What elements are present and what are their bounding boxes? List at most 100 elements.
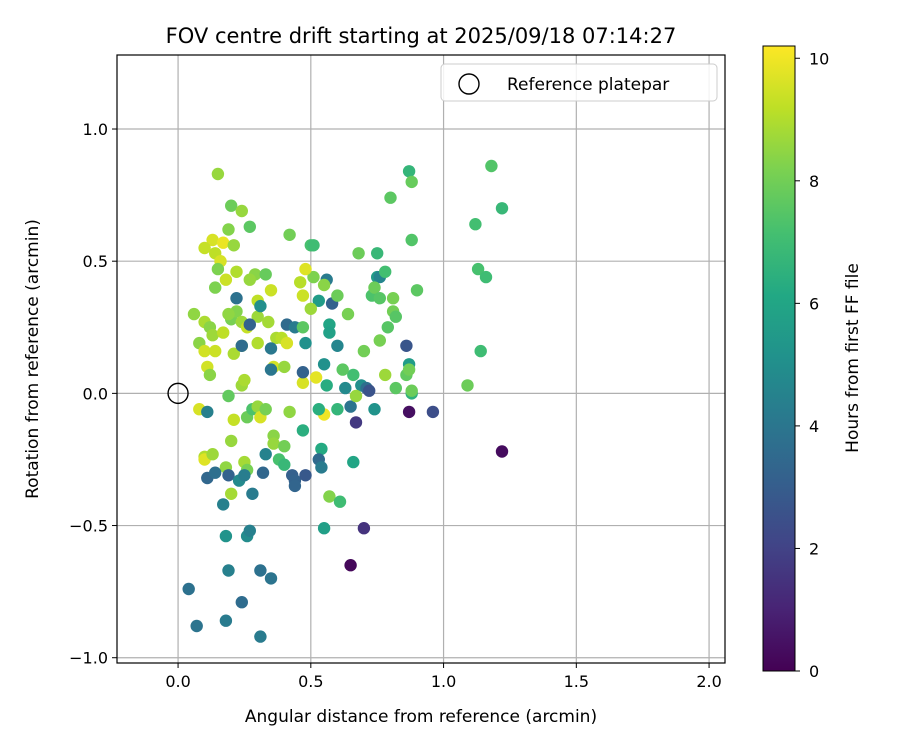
scatter-point bbox=[294, 276, 307, 289]
scatter-point bbox=[283, 405, 296, 419]
legend-entry-reference-platepar: Reference platepar bbox=[507, 75, 669, 95]
scatter-point bbox=[331, 339, 344, 352]
scatter-point bbox=[211, 167, 225, 181]
scatter-point bbox=[389, 381, 402, 395]
scatter-point bbox=[331, 289, 344, 302]
y-axis-label: Rotation from reference (arcmin) bbox=[23, 219, 43, 499]
scatter-point bbox=[280, 336, 294, 350]
scatter-point bbox=[264, 342, 278, 355]
scatter-point bbox=[296, 366, 310, 379]
scatter-point bbox=[315, 442, 328, 456]
scatter-point bbox=[307, 239, 320, 252]
scatter-point bbox=[485, 159, 498, 173]
scatter-point bbox=[246, 487, 259, 500]
scatter-point bbox=[315, 461, 328, 474]
scatter-point bbox=[474, 344, 487, 358]
scatter-point bbox=[283, 228, 296, 241]
scatter-point bbox=[251, 336, 264, 350]
scatter-point bbox=[299, 262, 312, 276]
y-tick-label: 0.0 bbox=[83, 384, 108, 403]
scatter-point bbox=[317, 358, 331, 371]
scatter-point bbox=[344, 559, 357, 572]
scatter-point bbox=[299, 336, 312, 350]
x-tick-label: 2.0 bbox=[696, 672, 721, 691]
scatter-point bbox=[381, 321, 394, 334]
scatter-point bbox=[251, 310, 264, 323]
scatter-point bbox=[469, 218, 482, 231]
scatter-point bbox=[264, 284, 278, 297]
scatter-point bbox=[368, 281, 381, 294]
scatter-point bbox=[267, 437, 280, 450]
scatter-point bbox=[471, 262, 485, 276]
scatter-point bbox=[495, 202, 509, 215]
scatter-point bbox=[331, 403, 344, 416]
scatter-point bbox=[259, 448, 272, 461]
scatter-point bbox=[217, 326, 230, 339]
scatter-point bbox=[278, 360, 291, 374]
scatter-point bbox=[363, 384, 376, 397]
scatter-point bbox=[259, 268, 272, 281]
scatter-point bbox=[278, 458, 291, 471]
colorbar-frame bbox=[762, 45, 796, 672]
scatter-point bbox=[264, 363, 278, 376]
scatter-point bbox=[243, 220, 256, 233]
scatter-point bbox=[222, 469, 235, 482]
x-tick-label: 1.0 bbox=[431, 672, 456, 691]
scatter-point bbox=[256, 466, 270, 479]
scatter-point bbox=[339, 381, 352, 395]
scatter-point bbox=[461, 379, 474, 392]
scatter-point bbox=[217, 236, 230, 249]
scatter-point bbox=[206, 233, 219, 247]
scatter-point bbox=[254, 564, 267, 577]
plot-frame bbox=[116, 54, 726, 664]
scatter-point bbox=[389, 310, 402, 323]
scatter-point bbox=[344, 400, 357, 413]
scatter-point bbox=[379, 265, 392, 278]
scatter-point bbox=[296, 376, 310, 389]
scatter-point bbox=[230, 292, 243, 305]
scatter-point bbox=[235, 339, 248, 352]
y-tick-label: −1.0 bbox=[69, 649, 108, 668]
scatter-point bbox=[198, 344, 211, 358]
scatter-point bbox=[243, 273, 256, 286]
legend-marker bbox=[458, 73, 480, 95]
scatter-point bbox=[211, 262, 225, 276]
scatter-point bbox=[296, 289, 310, 302]
scatter-point bbox=[347, 368, 360, 382]
scatter-point bbox=[243, 318, 256, 331]
scatter-point bbox=[201, 405, 214, 419]
scatter-point bbox=[259, 403, 272, 416]
scatter-point bbox=[426, 405, 440, 419]
scatter-point bbox=[206, 448, 219, 461]
scatter-point bbox=[317, 522, 331, 535]
legend: Reference platepar bbox=[440, 63, 718, 102]
scatter-point bbox=[352, 247, 365, 260]
scatter-point bbox=[384, 191, 397, 204]
scatter-point bbox=[402, 165, 416, 178]
scatter-point bbox=[402, 405, 416, 419]
colorbar-tick-label: 10 bbox=[809, 49, 829, 68]
scatter-point bbox=[320, 379, 333, 392]
chart-title: FOV centre drift starting at 2025/09/18 … bbox=[166, 24, 677, 48]
scatter-point bbox=[296, 321, 310, 334]
scatter-point bbox=[227, 347, 240, 360]
scatter-point bbox=[219, 529, 233, 543]
legend-box bbox=[440, 63, 718, 102]
scatter-point bbox=[341, 307, 355, 321]
scatter-point bbox=[371, 247, 384, 260]
scatter-point bbox=[203, 368, 217, 382]
scatter-point bbox=[312, 294, 325, 307]
scatter-point bbox=[309, 371, 323, 384]
x-tick-label: 0.5 bbox=[298, 672, 323, 691]
reference-point bbox=[167, 382, 189, 405]
scatter-point bbox=[317, 278, 331, 292]
scatter-point bbox=[368, 403, 381, 416]
scatter-point bbox=[222, 564, 235, 577]
scatter-point bbox=[373, 334, 386, 347]
scatter-point bbox=[209, 466, 222, 479]
y-tick-label: 0.5 bbox=[83, 252, 108, 271]
colorbar-tick-label: 0 bbox=[809, 662, 819, 681]
y-tick-label: 1.0 bbox=[83, 120, 108, 139]
